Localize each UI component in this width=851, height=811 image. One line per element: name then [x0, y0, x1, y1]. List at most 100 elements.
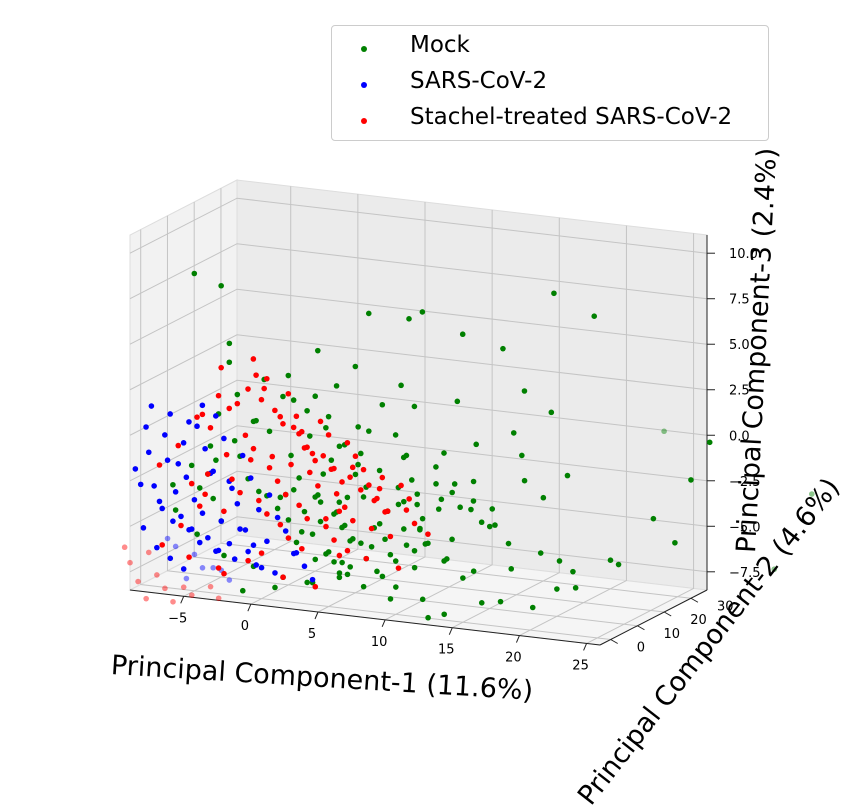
point-mock: [393, 584, 399, 590]
point-mock: [341, 522, 348, 529]
point-stachel-treated: [221, 508, 227, 515]
point-mock: [221, 552, 227, 559]
point-mock: [304, 407, 310, 414]
point-mock: [253, 417, 259, 424]
point-stachel-treated: [258, 550, 265, 556]
point-sars-cov-2: [175, 461, 182, 467]
point-mock: [425, 614, 431, 621]
point-sars-cov-2: [221, 435, 227, 442]
y-gridline: [140, 229, 611, 640]
point-stachel-treated-faded: [215, 595, 222, 602]
point-stachel-treated: [188, 480, 195, 487]
legend-item-sars-cov-2: SARS-CoV-2: [332, 66, 768, 102]
z-tick-label: −5.0: [729, 520, 761, 535]
point-mock: [336, 443, 343, 450]
point-stachel-treated: [205, 471, 211, 477]
x-tick-label: 20: [505, 651, 522, 666]
point-sars-cov-2: [143, 424, 149, 430]
point-mock: [344, 494, 351, 501]
point-mock: [414, 491, 421, 497]
point-mock: [360, 583, 367, 590]
point-stachel-treated: [425, 531, 431, 537]
point-mock: [331, 559, 337, 565]
tick-labels: −5 0 5 10 15 20 25 0 10 20 30 −7.5 −5.0 −2.5 0.0 2.5 5.0…: [168, 247, 760, 673]
point-mock: [478, 600, 485, 606]
point-mock: [529, 604, 536, 611]
point-mock: [290, 397, 297, 403]
point-stachel-treated: [387, 533, 394, 540]
point-mock: [607, 557, 614, 564]
y-tick-mark: [610, 639, 618, 644]
point-stachel-treated: [285, 390, 292, 397]
point-mock: [508, 566, 515, 572]
point-mock: [376, 467, 383, 474]
point-mock: [194, 531, 200, 537]
point-sars-cov-2: [293, 550, 300, 556]
point-mock: [489, 506, 496, 512]
point-stachel-treated: [245, 557, 251, 564]
point-mock: [460, 575, 466, 581]
point-mock: [320, 471, 327, 477]
point-stachel-treated: [285, 535, 292, 541]
point-stachel-treated: [344, 439, 351, 446]
point-stachel-treated: [242, 432, 249, 439]
point-mock: [317, 499, 324, 505]
z-tick-label: −7.5: [729, 566, 761, 581]
point-mock: [350, 536, 356, 542]
point-mock: [554, 586, 560, 592]
point-sars-cov-2: [199, 510, 206, 516]
point-stachel-treated: [296, 430, 302, 437]
point-mock: [419, 515, 426, 522]
point-sars-cov-2: [301, 563, 308, 570]
x-axis-line: [129, 589, 601, 646]
point-mock: [272, 584, 278, 591]
point-stachel-treated: [261, 385, 267, 392]
point-stachel-treated-faded: [170, 598, 176, 605]
point-mock: [328, 457, 335, 463]
point-sars-cov-2: [148, 403, 155, 409]
point-stachel-treated: [253, 372, 259, 378]
point-mock: [355, 461, 361, 468]
point-mock: [398, 382, 404, 389]
x-tick-mark: [314, 611, 319, 620]
point-mock-faded: [809, 491, 815, 497]
point-mock: [459, 331, 466, 338]
point-sars-cov-2: [178, 513, 184, 520]
point-mock: [280, 393, 286, 400]
point-stachel-treated: [376, 485, 383, 492]
point-mock: [325, 549, 332, 555]
point-sars-cov-2: [151, 483, 157, 489]
legend-label-stachel-treated: Stachel-treated SARS-CoV-2: [410, 104, 733, 130]
point-mock: [521, 477, 528, 484]
point-sars-cov-2: [140, 525, 147, 531]
point-stachel-treated-faded: [180, 584, 187, 590]
point-mock: [339, 559, 345, 566]
point-sars-cov-2: [258, 564, 265, 571]
z-gridline: [129, 197, 708, 254]
point-sars-cov-2: [234, 500, 241, 507]
point-mock: [468, 506, 474, 513]
point-mock: [333, 383, 340, 389]
point-mock: [433, 464, 439, 470]
point-sars-cov-2: [239, 452, 246, 459]
point-sars-cov-2: [199, 402, 206, 409]
point-mock: [672, 539, 678, 546]
point-mock: [650, 515, 657, 522]
point-stachel-treated: [406, 496, 412, 502]
point-mock: [288, 452, 294, 459]
point-stachel-treated: [312, 457, 318, 464]
x-tick-label: 15: [438, 643, 455, 658]
x-tick-mark: [515, 635, 520, 643]
point-mock: [336, 574, 343, 581]
point-sars-cov-2: [156, 498, 163, 505]
point-stachel-treated: [237, 489, 243, 496]
point-stachel-treated: [207, 424, 214, 431]
point-mock: [395, 501, 402, 508]
point-mock: [256, 488, 262, 495]
point-sars-cov-2: [218, 518, 225, 524]
point-sars-cov-2-faded: [183, 575, 190, 582]
legend-item-mock: Mock: [332, 30, 768, 66]
point-mock: [307, 433, 313, 439]
point-stachel-treated: [277, 521, 284, 528]
point-sars-cov-2: [164, 457, 171, 464]
